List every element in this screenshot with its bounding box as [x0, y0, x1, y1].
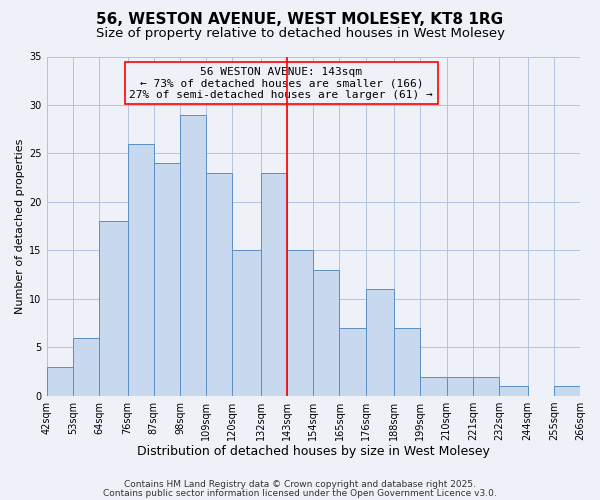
Bar [73, 338, 99, 396]
Bar [473, 376, 499, 396]
Bar [287, 250, 313, 396]
Bar [206, 173, 232, 396]
Y-axis label: Number of detached properties: Number of detached properties [15, 138, 25, 314]
Bar [128, 144, 154, 396]
Text: 56 WESTON AVENUE: 143sqm
← 73% of detached houses are smaller (166)
27% of semi-: 56 WESTON AVENUE: 143sqm ← 73% of detach… [130, 66, 433, 100]
Bar [340, 328, 365, 396]
Bar [554, 386, 580, 396]
Bar [47, 367, 73, 396]
Bar [180, 114, 206, 396]
Bar [365, 290, 394, 396]
Bar [394, 328, 421, 396]
X-axis label: Distribution of detached houses by size in West Molesey: Distribution of detached houses by size … [137, 444, 490, 458]
Text: 56, WESTON AVENUE, WEST MOLESEY, KT8 1RG: 56, WESTON AVENUE, WEST MOLESEY, KT8 1RG [97, 12, 503, 28]
Bar [232, 250, 261, 396]
Bar [446, 376, 473, 396]
Bar [499, 386, 527, 396]
Bar [99, 222, 128, 396]
Bar [261, 173, 287, 396]
Bar [154, 163, 180, 396]
Bar [313, 270, 340, 396]
Text: Contains HM Land Registry data © Crown copyright and database right 2025.: Contains HM Land Registry data © Crown c… [124, 480, 476, 489]
Text: Contains public sector information licensed under the Open Government Licence v3: Contains public sector information licen… [103, 488, 497, 498]
Text: Size of property relative to detached houses in West Molesey: Size of property relative to detached ho… [95, 28, 505, 40]
Bar [421, 376, 446, 396]
